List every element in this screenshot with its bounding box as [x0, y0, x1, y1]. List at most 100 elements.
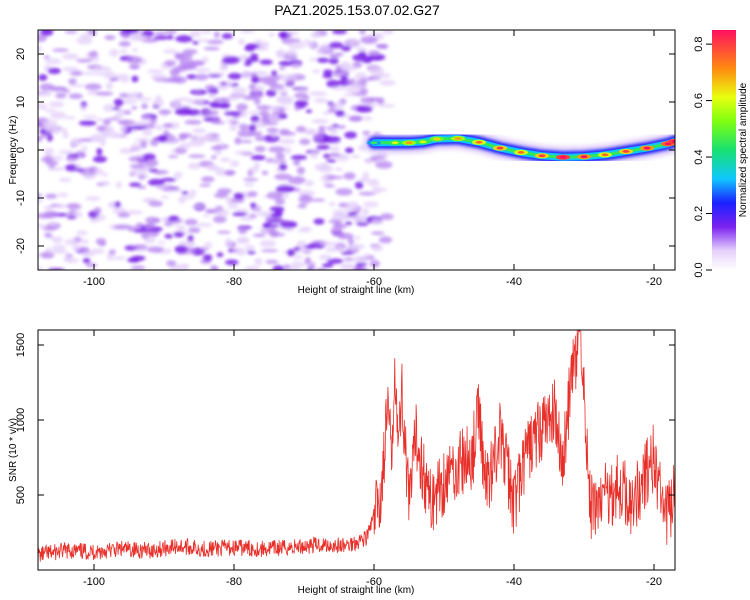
- noise-blob: [250, 202, 257, 209]
- noise-blob: [225, 237, 232, 246]
- noise-blob: [63, 256, 72, 262]
- colorbar-label: Normalized spectral amplitude: [738, 82, 749, 217]
- noise-blob: [95, 238, 107, 245]
- noise-blob: [186, 74, 198, 80]
- noise-blob: [202, 56, 209, 63]
- noise-blob: [327, 108, 338, 114]
- noise-blob: [355, 105, 373, 113]
- noise-blob: [96, 125, 107, 132]
- noise-blob: [204, 109, 219, 116]
- ridge-hotspot-core: [475, 140, 483, 144]
- noise-blob: [213, 215, 227, 224]
- noise-blob: [353, 82, 361, 89]
- noise-blob: [236, 236, 250, 245]
- snr-y-tick-label: 500: [15, 486, 27, 504]
- noise-blob: [65, 156, 79, 162]
- noise-blob: [335, 109, 345, 117]
- noise-blob: [53, 250, 69, 254]
- noise-blob: [363, 201, 379, 208]
- noise-blob: [271, 70, 278, 77]
- noise-blob: [328, 58, 339, 65]
- noise-blob: [243, 61, 252, 67]
- noise-blob: [164, 30, 178, 35]
- noise-blob: [206, 39, 224, 45]
- noise-blob: [133, 229, 146, 233]
- noise-blob: [376, 97, 385, 105]
- noise-blob: [38, 197, 43, 204]
- noise-blob: [94, 168, 103, 175]
- noise-blob: [129, 163, 147, 169]
- noise-blob: [62, 89, 71, 93]
- noise-blob: [291, 63, 302, 69]
- noise-blob: [245, 57, 260, 63]
- noise-blob: [227, 72, 242, 80]
- noise-blob: [229, 120, 240, 125]
- noise-blob: [232, 212, 248, 217]
- noise-blob: [259, 239, 277, 248]
- noise-blob: [271, 158, 287, 165]
- noise-blob: [268, 146, 286, 153]
- noise-blob: [367, 50, 380, 57]
- noise-blob: [328, 102, 336, 109]
- noise-blob: [130, 125, 147, 130]
- noise-blob: [334, 167, 343, 172]
- noise-blob: [70, 236, 85, 244]
- noise-blob: [303, 96, 310, 101]
- noise-blob: [248, 167, 259, 173]
- noise-blob: [193, 89, 201, 93]
- noise-blob: [43, 147, 55, 155]
- ridge-hotspot-core: [580, 155, 588, 159]
- noise-blob: [166, 34, 174, 40]
- noise-blob: [312, 133, 324, 141]
- noise-blob: [154, 31, 167, 36]
- colorbar-tick-label: 0.6: [693, 93, 705, 108]
- noise-blob: [326, 258, 344, 264]
- noise-blob: [224, 170, 236, 176]
- noise-blob: [154, 124, 163, 131]
- noise-blob: [38, 103, 48, 110]
- noise-blob: [96, 147, 103, 156]
- noise-blob: [203, 213, 210, 218]
- noise-blob: [174, 245, 188, 254]
- noise-blob: [278, 128, 290, 135]
- noise-blob: [263, 75, 282, 81]
- ridge-hotspot-core: [419, 140, 427, 144]
- noise-blob: [279, 31, 288, 40]
- noise-blob: [184, 218, 198, 226]
- noise-blob: [340, 64, 352, 73]
- noise-blob: [230, 197, 245, 204]
- noise-blob: [47, 67, 62, 75]
- noise-blob: [113, 98, 124, 107]
- noise-blob: [212, 116, 221, 124]
- ridge-hotspot-core: [601, 153, 609, 157]
- noise-blob: [108, 249, 116, 255]
- spectrogram-y-tick-label: -10: [15, 190, 27, 206]
- noise-blob: [368, 66, 385, 75]
- noise-blob: [243, 177, 259, 182]
- noise-blob: [43, 210, 59, 219]
- noise-blob: [309, 150, 319, 159]
- noise-blob: [302, 39, 312, 43]
- noise-blob: [175, 35, 193, 43]
- noise-blob: [296, 166, 306, 175]
- noise-blob: [64, 30, 78, 34]
- noise-blob: [233, 94, 245, 98]
- noise-blob: [40, 30, 54, 36]
- noise-blob: [117, 212, 131, 218]
- noise-blob: [353, 217, 367, 223]
- noise-blob: [173, 171, 183, 180]
- noise-blob: [85, 263, 98, 268]
- noise-blob: [58, 149, 75, 155]
- noise-blob: [367, 255, 375, 260]
- noise-blob: [210, 137, 222, 142]
- noise-blob: [199, 183, 212, 187]
- spectrogram-y-axis-label: Frequency (Hz): [8, 116, 19, 185]
- noise-blob: [176, 225, 186, 232]
- noise-blob: [136, 97, 152, 102]
- noise-blob: [229, 160, 240, 167]
- noise-blob: [280, 92, 288, 96]
- noise-blob: [305, 42, 316, 47]
- spectrogram-signal-ridge: [363, 127, 675, 169]
- ridge-hotspot-core: [643, 146, 651, 150]
- noise-blob: [81, 145, 88, 152]
